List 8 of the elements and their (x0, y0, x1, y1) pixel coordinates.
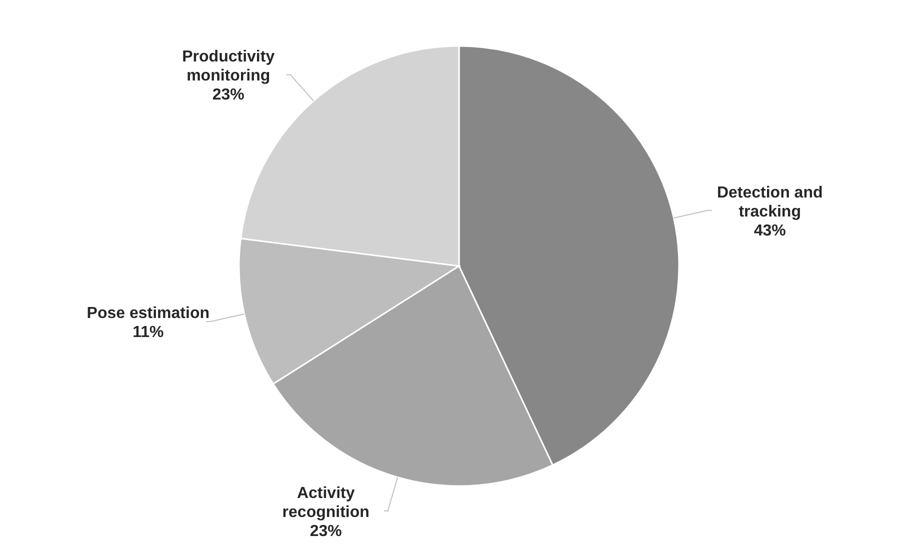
data-label: 23% (212, 86, 244, 104)
slice-label: Activity recognition (282, 484, 370, 521)
data-label: 43% (754, 222, 786, 240)
data-label: 11% (132, 324, 164, 342)
data-label: 23% (310, 522, 342, 540)
slice-label: Productivity monitoring (182, 48, 275, 85)
slice-label: Detection and tracking (716, 184, 823, 220)
slice-label: Pose estimation (86, 305, 210, 322)
